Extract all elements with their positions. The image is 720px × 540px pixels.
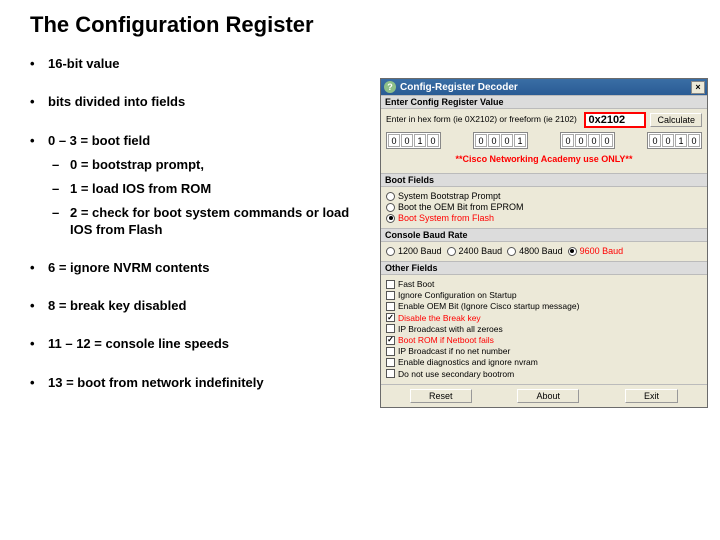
radio-icon[interactable]: [507, 247, 516, 256]
bit: 0: [601, 134, 613, 147]
bullet-list: 16-bit value bits divided into fields 0 …: [30, 56, 370, 391]
bit: 1: [675, 134, 687, 147]
checkbox-icon[interactable]: [386, 336, 395, 345]
section-header: Boot Fields: [381, 173, 707, 187]
radio-label: Boot the OEM Bit from EPROM: [398, 202, 524, 212]
radio-icon[interactable]: [568, 247, 577, 256]
list-item: 2 = check for boot system commands or lo…: [48, 205, 370, 238]
warning-banner: **Cisco Networking Academy use ONLY**: [386, 154, 702, 164]
radio-label: 4800 Baud: [519, 246, 563, 256]
checkbox-row: Fast Boot: [386, 279, 702, 289]
checkbox-row: IP Broadcast with all zeroes: [386, 324, 702, 334]
checkbox-label: Fast Boot: [398, 279, 434, 289]
decoder-window: ? Config-Register Decoder × Enter Config…: [380, 78, 708, 408]
checkbox-row: Do not use secondary bootrom: [386, 369, 702, 379]
radio-icon[interactable]: [447, 247, 456, 256]
hex-input[interactable]: 0x2102: [584, 112, 646, 128]
calculate-button[interactable]: Calculate: [650, 113, 702, 127]
bit: 0: [427, 134, 439, 147]
list-item: 16-bit value: [30, 56, 370, 72]
radio-label: Boot System from Flash: [398, 213, 494, 223]
bit: 0: [688, 134, 700, 147]
checkbox-label: Boot ROM if Netboot fails: [398, 335, 494, 345]
checkbox-label: Ignore Configuration on Startup: [398, 290, 517, 300]
checkbox-row: IP Broadcast if no net number: [386, 346, 702, 356]
checkbox-row: Ignore Configuration on Startup: [386, 290, 702, 300]
bit: 0: [588, 134, 600, 147]
list-item: 1 = load IOS from ROM: [48, 181, 370, 197]
bit: 0: [475, 134, 487, 147]
checkbox-icon[interactable]: [386, 369, 395, 378]
about-button[interactable]: About: [517, 389, 579, 403]
radio-icon[interactable]: [386, 247, 395, 256]
bit: 0: [488, 134, 500, 147]
bit: 0: [388, 134, 400, 147]
list-item: 13 = boot from network indefinitely: [30, 375, 370, 391]
checkbox-icon[interactable]: [386, 347, 395, 356]
checkbox-label: Disable the Break key: [398, 313, 481, 323]
radio-icon[interactable]: [386, 214, 395, 223]
list-item: bits divided into fields: [30, 94, 370, 110]
checkbox-icon[interactable]: [386, 324, 395, 333]
section-header: Other Fields: [381, 261, 707, 275]
bit: 0: [662, 134, 674, 147]
exit-button[interactable]: Exit: [625, 389, 678, 403]
titlebar: ? Config-Register Decoder ×: [381, 79, 707, 95]
bit: 0: [501, 134, 513, 147]
checkbox-label: IP Broadcast if no net number: [398, 346, 510, 356]
other-fields: Fast BootIgnore Configuration on Startup…: [381, 275, 707, 384]
bit: 0: [575, 134, 587, 147]
checkbox-icon[interactable]: [386, 302, 395, 311]
bits-row: 0010 0001 0000 0010: [386, 132, 702, 149]
checkbox-row: Enable diagnostics and ignore nvram: [386, 357, 702, 367]
checkbox-row: Enable OEM Bit (Ignore Cisco startup mes…: [386, 301, 702, 311]
checkbox-icon[interactable]: [386, 358, 395, 367]
page-title: The Configuration Register: [30, 12, 720, 38]
checkbox-row: Boot ROM if Netboot fails: [386, 335, 702, 345]
help-icon: ?: [384, 81, 396, 93]
list-item: 6 = ignore NVRM contents: [30, 260, 370, 276]
bit: 0: [649, 134, 661, 147]
hint-text: Enter in hex form (ie 0X2102) or freefor…: [386, 115, 580, 125]
checkbox-row: Disable the Break key: [386, 313, 702, 323]
close-button[interactable]: ×: [691, 81, 705, 94]
list-item-label: 0 – 3 = boot field: [48, 133, 150, 148]
checkbox-label: IP Broadcast with all zeroes: [398, 324, 503, 334]
checkbox-icon[interactable]: [386, 291, 395, 300]
radio-icon[interactable]: [386, 203, 395, 212]
reset-button[interactable]: Reset: [410, 389, 472, 403]
section-header: Console Baud Rate: [381, 228, 707, 242]
list-item: 8 = break key disabled: [30, 298, 370, 314]
bit: 0: [562, 134, 574, 147]
radio-label: System Bootstrap Prompt: [398, 191, 501, 201]
radio-label: 2400 Baud: [459, 246, 503, 256]
checkbox-icon[interactable]: [386, 280, 395, 289]
checkbox-label: Enable diagnostics and ignore nvram: [398, 357, 538, 367]
section-header: Enter Config Register Value: [381, 95, 707, 109]
radio-label: 1200 Baud: [398, 246, 442, 256]
boot-fields: System Bootstrap Prompt Boot the OEM Bit…: [381, 187, 707, 228]
list-item: 11 – 12 = console line speeds: [30, 336, 370, 352]
list-item: 0 = bootstrap prompt,: [48, 157, 370, 173]
checkbox-label: Do not use secondary bootrom: [398, 369, 514, 379]
radio-icon[interactable]: [386, 192, 395, 201]
bit: 1: [514, 134, 526, 147]
baud-row: 1200 Baud 2400 Baud 4800 Baud 9600 Baud: [386, 245, 702, 257]
checkbox-label: Enable OEM Bit (Ignore Cisco startup mes…: [398, 301, 579, 311]
window-title: Config-Register Decoder: [400, 82, 518, 93]
bit: 1: [414, 134, 426, 147]
radio-label: 9600 Baud: [580, 246, 624, 256]
bit: 0: [401, 134, 413, 147]
list-item: 0 – 3 = boot field 0 = bootstrap prompt,…: [30, 133, 370, 238]
checkbox-icon[interactable]: [386, 313, 395, 322]
